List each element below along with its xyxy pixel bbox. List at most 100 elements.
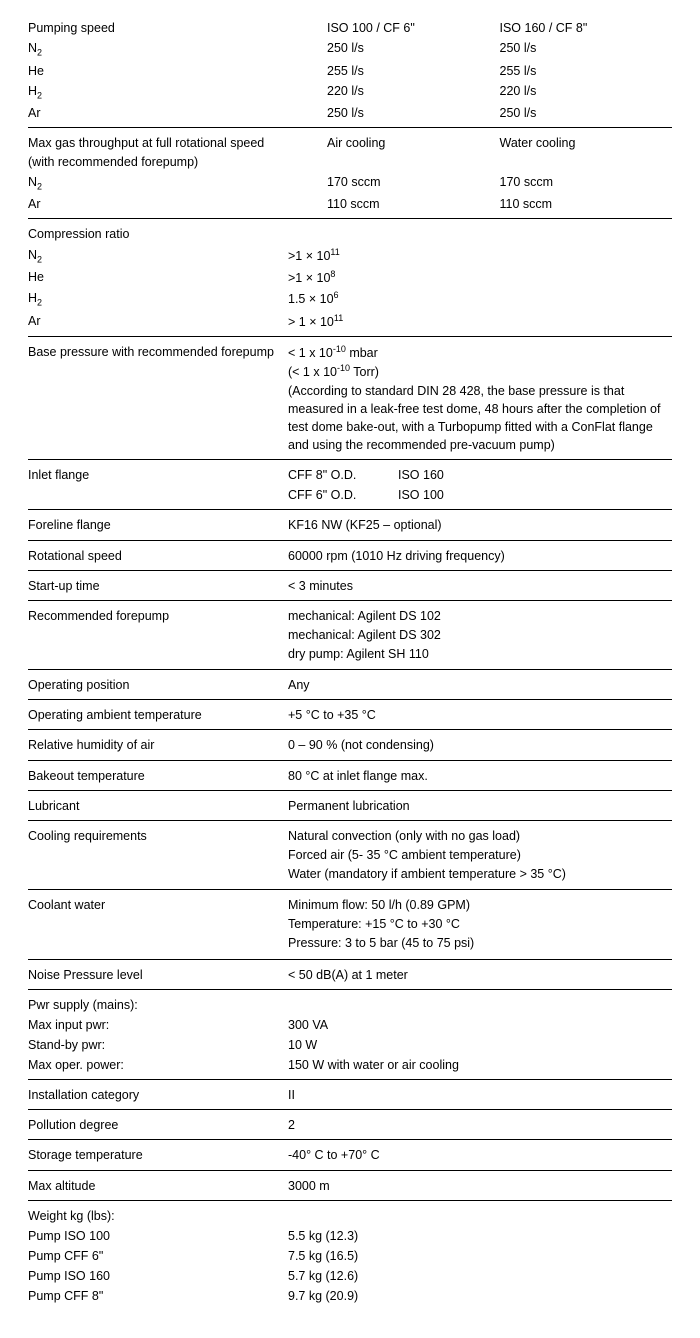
row-value: < 50 dB(A) at 1 meter [288,965,672,985]
value: 220 l/s [500,81,673,104]
section-inlet-flange: Inlet flange CFF 8" O.D. ISO 160 CFF 6" … [28,459,672,509]
value: 250 l/s [500,38,673,61]
value: 110 sccm [327,194,500,214]
sub-label: Pump CFF 8" [28,1286,288,1306]
row-value: 2 [288,1115,672,1135]
throughput-col2-header: Water cooling [500,133,673,171]
section-rotational-speed: Rotational speed 60000 rpm (1010 Hz driv… [28,540,672,570]
row-label: Storage temperature [28,1145,288,1165]
gas-ar: Ar [28,103,327,123]
row-label: Recommended forepump [28,606,288,665]
value: ISO 160 [398,465,672,485]
section-storage-temp: Storage temperature -40° C to +70° C [28,1139,672,1169]
gas-n2: N2 [28,172,327,195]
row-value: 10 W [288,1035,672,1055]
row-label: Lubricant [28,796,288,816]
row-label: Start-up time [28,576,288,596]
value: 255 l/s [500,61,673,81]
row-label: Cooling requirements [28,826,288,885]
value: 170 sccm [500,172,673,195]
row-label: Relative humidity of air [28,735,288,755]
row-label: Max altitude [28,1176,288,1196]
section-max-altitude: Max altitude 3000 m [28,1170,672,1200]
row-value: 300 VA [288,1015,672,1035]
row-label: Noise Pressure level [28,965,288,985]
row-value: Minimum flow: 50 l/h (0.89 GPM) Temperat… [288,895,672,954]
value: 250 l/s [327,103,500,123]
value: 170 sccm [327,172,500,195]
value: >1 × 108 [288,267,672,288]
value: 220 l/s [327,81,500,104]
section-foreline-flange: Foreline flange KF16 NW (KF25 – optional… [28,509,672,539]
value: 110 sccm [500,194,673,214]
row-label: Pollution degree [28,1115,288,1135]
row-label: Coolant water [28,895,288,954]
row-label: Installation category [28,1085,288,1105]
row-value: Permanent lubrication [288,796,672,816]
value: CFF 6" O.D. [288,485,398,505]
sub-label: Max oper. power: [28,1055,288,1075]
row-value: mechanical: Agilent DS 102 mechanical: A… [288,606,672,665]
section-coolant-water: Coolant water Minimum flow: 50 l/h (0.89… [28,889,672,958]
row-value: -40° C to +70° C [288,1145,672,1165]
section-pumping-speed: Pumping speed ISO 100 / CF 6" ISO 160 / … [28,18,672,127]
row-value: 150 W with water or air cooling [288,1055,672,1075]
row-value: KF16 NW (KF25 – optional) [288,515,672,535]
row-value: +5 °C to +35 °C [288,705,672,725]
row-value: II [288,1085,672,1105]
base-pressure-note: (According to standard DIN 28 428, the b… [288,382,672,455]
section-base-pressure: Base pressure with recommended forepump … [28,336,672,459]
section-pollution-degree: Pollution degree 2 [28,1109,672,1139]
value: CFF 8" O.D. [288,465,398,485]
section-bakeout-temp: Bakeout temperature 80 °C at inlet flang… [28,760,672,790]
pwr-supply-label: Pwr supply (mains): [28,995,288,1015]
sub-label: Pump CFF 6" [28,1246,288,1266]
section-lubricant: Lubricant Permanent lubrication [28,790,672,820]
row-label: Rotational speed [28,546,288,566]
gas-h2: H2 [28,288,288,311]
base-pressure-value: < 1 x 10-10 mbar (< 1 x 10-10 Torr) (Acc… [288,342,672,455]
row-value: < 3 minutes [288,576,672,596]
gas-n2: N2 [28,245,288,268]
row-label: Operating ambient temperature [28,705,288,725]
weight-label: Weight kg (lbs): [28,1206,288,1226]
compression-label: Compression ratio [28,224,288,244]
row-value: 60000 rpm (1010 Hz driving frequency) [288,546,672,566]
section-throughput: Max gas throughput at full rotational sp… [28,127,672,218]
row-value: Any [288,675,672,695]
sub-label: Pump ISO 100 [28,1226,288,1246]
section-operating-ambient-temp: Operating ambient temperature +5 °C to +… [28,699,672,729]
section-noise: Noise Pressure level < 50 dB(A) at 1 met… [28,959,672,989]
throughput-col1-header: Air cooling [327,133,500,171]
row-label: Operating position [28,675,288,695]
value: 255 l/s [327,61,500,81]
sub-label: Max input pwr: [28,1015,288,1035]
section-installation-category: Installation category II [28,1079,672,1109]
sub-label: Pump ISO 160 [28,1266,288,1286]
pumping-speed-col1-header: ISO 100 / CF 6" [327,18,500,38]
sub-label: Stand-by pwr: [28,1035,288,1055]
section-startup-time: Start-up time < 3 minutes [28,570,672,600]
gas-h2: H2 [28,81,327,104]
row-value: 0 – 90 % (not condensing) [288,735,672,755]
gas-he: He [28,61,327,81]
spec-table: Pumping speed ISO 100 / CF 6" ISO 160 / … [28,18,672,1310]
section-compression: Compression ratio N2 >1 × 1011 He >1 × 1… [28,218,672,336]
value: 250 l/s [500,103,673,123]
row-value: 9.7 kg (20.9) [288,1286,672,1306]
value: 250 l/s [327,38,500,61]
section-operating-position: Operating position Any [28,669,672,699]
pumping-speed-label: Pumping speed [28,18,327,38]
gas-n2: N2 [28,38,327,61]
row-value: Natural convection (only with no gas loa… [288,826,672,885]
value: > 1 × 1011 [288,311,672,332]
section-recommended-forepump: Recommended forepump mechanical: Agilent… [28,600,672,669]
section-relative-humidity: Relative humidity of air 0 – 90 % (not c… [28,729,672,759]
gas-he: He [28,267,288,288]
row-value: 5.7 kg (12.6) [288,1266,672,1286]
section-weight: Weight kg (lbs): Pump ISO 100 5.5 kg (12… [28,1200,672,1311]
base-pressure-label: Base pressure with recommended forepump [28,342,288,455]
value: ISO 100 [398,485,672,505]
value: 1.5 × 106 [288,288,672,311]
gas-ar: Ar [28,311,288,332]
